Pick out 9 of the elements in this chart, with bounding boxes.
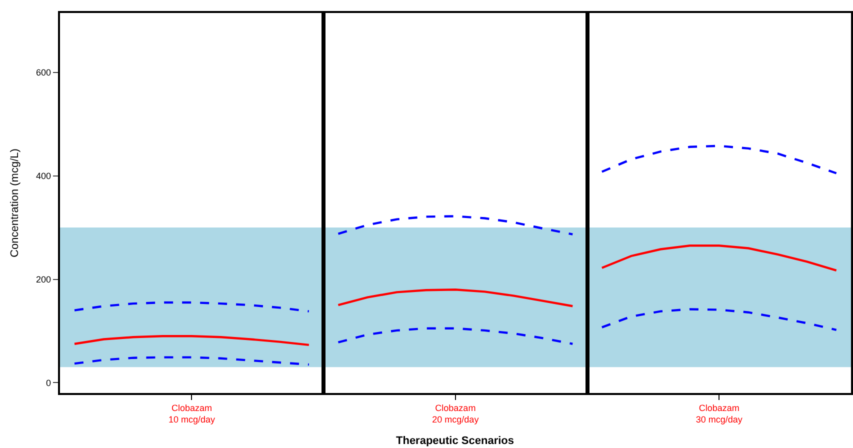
x-tick-label: Clobazam 20 mcg/day <box>432 402 480 424</box>
y-tick-label: 600 <box>36 68 52 78</box>
y-tick-label: 400 <box>36 171 52 182</box>
x-axis-title: Therapeutic Scenarios <box>396 435 514 447</box>
x-tick-label: Clobazam 30 mcg/day <box>696 402 743 424</box>
y-tick-label: 200 <box>36 274 52 284</box>
y-tick-label: 0 <box>46 378 52 388</box>
x-tick-label: Clobazam 10 mcg/day <box>168 402 216 424</box>
y-axis-title: Concentration (mcg/L) <box>9 148 22 258</box>
